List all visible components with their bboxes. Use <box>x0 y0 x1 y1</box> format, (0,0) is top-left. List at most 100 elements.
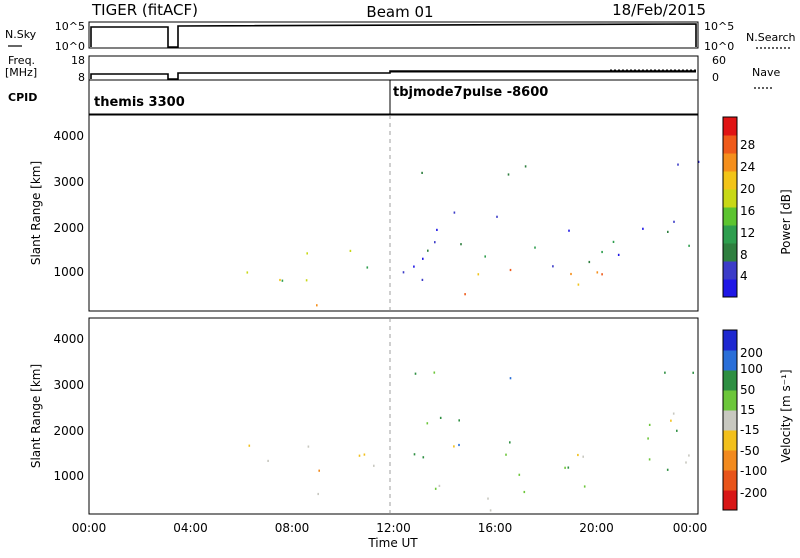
power-echo-cell <box>349 249 352 252</box>
power-ylabel: Slant Range [km] <box>29 161 43 265</box>
power-ytick-3000: 3000 <box>53 175 84 189</box>
freq-label-2: [MHz] <box>5 66 37 79</box>
power-cbar-tick-20: 20 <box>740 182 755 196</box>
power-ytick-1000: 1000 <box>53 265 84 279</box>
velocity-echo-cell <box>317 492 319 496</box>
vel-cbar-swatch <box>723 390 737 411</box>
power-echo-cell <box>477 273 480 276</box>
power-echo-cell <box>496 215 498 218</box>
vel-cbar-tick-15: 15 <box>740 403 755 417</box>
power-echo-cell <box>453 211 456 214</box>
nsky-trace <box>90 23 697 48</box>
power-echo-cell <box>688 244 690 247</box>
freq-panel: Freq. [MHz] 18 8 60 0 Nave <box>5 54 780 89</box>
velocity-echo-cell <box>688 454 690 457</box>
power-cbar-swatch <box>723 171 737 190</box>
cpid-label: CPID <box>8 91 37 104</box>
velocity-echo-cell <box>426 422 429 425</box>
velocity-ytick-2000: 2000 <box>53 424 84 438</box>
power-cbar-tick-16: 16 <box>740 204 755 218</box>
velocity-echo-cell <box>582 455 584 458</box>
velocity-echo-cell <box>509 377 512 380</box>
power-echo-cell <box>246 271 249 274</box>
power-echo-cell <box>413 265 415 268</box>
freq-label-1: Freq. <box>8 54 35 67</box>
power-echo-cell <box>366 266 369 269</box>
vel-cbar-tick-m15: -15 <box>740 423 760 437</box>
cpid-mode-2: tbjmode7pulse -8600 <box>393 85 548 100</box>
nsearch-tick-low: 10^0 <box>704 40 734 53</box>
power-echo-cell <box>524 165 527 168</box>
power-echo-cell <box>673 220 675 223</box>
velocity-echo-cell <box>509 441 511 444</box>
velocity-echo-cell <box>523 490 526 494</box>
velocity-echo-cell <box>664 371 666 374</box>
vel-cbar-swatch <box>723 450 737 471</box>
nsky-panel: N.Sky 10^5 10^0 10^5 10^0 N.Search <box>5 20 796 53</box>
xtick-12: 12:00 <box>376 521 411 535</box>
power-echo-cell <box>436 228 438 231</box>
xtick-24: 00:00 <box>673 521 708 535</box>
velocity-echo-cell <box>453 445 455 448</box>
velocity-echo-cell <box>458 419 460 422</box>
power-panel: Slant Range [km] 4000 3000 2000 1000 <box>29 114 700 312</box>
power-echo-cell <box>316 304 318 307</box>
velocity-echo-cell <box>505 453 507 456</box>
velocity-echo-cell <box>672 412 675 415</box>
power-cbar-swatch <box>723 279 737 298</box>
power-cbar-tick-8: 8 <box>740 248 748 262</box>
power-echo-cell <box>427 249 429 252</box>
vel-cbar-swatch <box>723 430 737 451</box>
velocity-echo-cell <box>692 371 694 374</box>
power-echo-cell <box>570 272 572 276</box>
power-echo-cell <box>596 271 599 274</box>
velocity-ytick-4000: 4000 <box>53 332 84 346</box>
cpid-panel: CPID themis 3300 tbjmode7pulse -8600 <box>8 79 699 115</box>
vel-cbar-tick-m100: -100 <box>740 464 767 478</box>
freq-tick-high: 18 <box>71 54 85 67</box>
power-echo-cell <box>667 230 669 233</box>
vel-cbar-tick-200: 200 <box>740 346 763 360</box>
velocity-echo-cell <box>358 454 361 457</box>
power-echo-cell <box>677 163 679 166</box>
velocity-echo-cell <box>489 509 492 512</box>
date-title: 18/Feb/2015 <box>612 1 706 19</box>
nave-label: Nave <box>752 66 780 79</box>
velocity-colorbar: 200 100 50 15 -15 -50 -100 -200 Velocity… <box>722 329 793 511</box>
power-echo-cell <box>421 278 424 281</box>
vel-cbar-swatch <box>723 470 737 491</box>
xtick-16: 16:00 <box>478 521 513 535</box>
power-cbar-swatch <box>723 207 737 226</box>
vel-cbar-label: Velocity [m s⁻¹] <box>779 369 793 462</box>
x-axis-label: Time UT <box>367 536 418 550</box>
velocity-echo-cell <box>458 443 460 447</box>
vel-cbar-swatch <box>723 330 737 351</box>
xtick-8: 08:00 <box>275 521 310 535</box>
power-echo-cell <box>577 283 580 286</box>
nave-tick-high: 60 <box>712 54 726 67</box>
vel-cbar-tick-50: 50 <box>740 383 755 397</box>
power-cbar-swatch <box>723 225 737 244</box>
velocity-echo-cell <box>439 416 442 419</box>
velocity-echo-cell <box>434 487 437 490</box>
power-cbar-swatch <box>723 243 737 262</box>
power-cbar-tick-4: 4 <box>740 269 748 283</box>
power-colorbar: 28 24 20 16 12 8 4 Power [dB] <box>722 116 793 298</box>
velocity-ylabel: Slant Range [km] <box>29 364 43 468</box>
vel-cbar-swatch <box>723 490 737 511</box>
velocity-echo-cell <box>487 497 489 500</box>
power-echo-cell <box>281 279 284 282</box>
power-echo-cell <box>434 241 436 244</box>
velocity-ytick-1000: 1000 <box>53 469 84 483</box>
vel-cbar-tick-100: 100 <box>740 362 763 376</box>
nsearch-label: N.Search <box>746 31 796 44</box>
power-cbar-swatch <box>723 261 737 280</box>
velocity-ytick-3000: 3000 <box>53 378 84 392</box>
velocity-echo-cell <box>248 444 251 447</box>
power-echo-cell <box>464 293 466 296</box>
velocity-echo-cell <box>567 466 570 469</box>
velocity-echo-cell <box>648 458 651 461</box>
velocity-echo-cell <box>422 456 425 459</box>
velocity-echo-cell <box>670 419 672 422</box>
